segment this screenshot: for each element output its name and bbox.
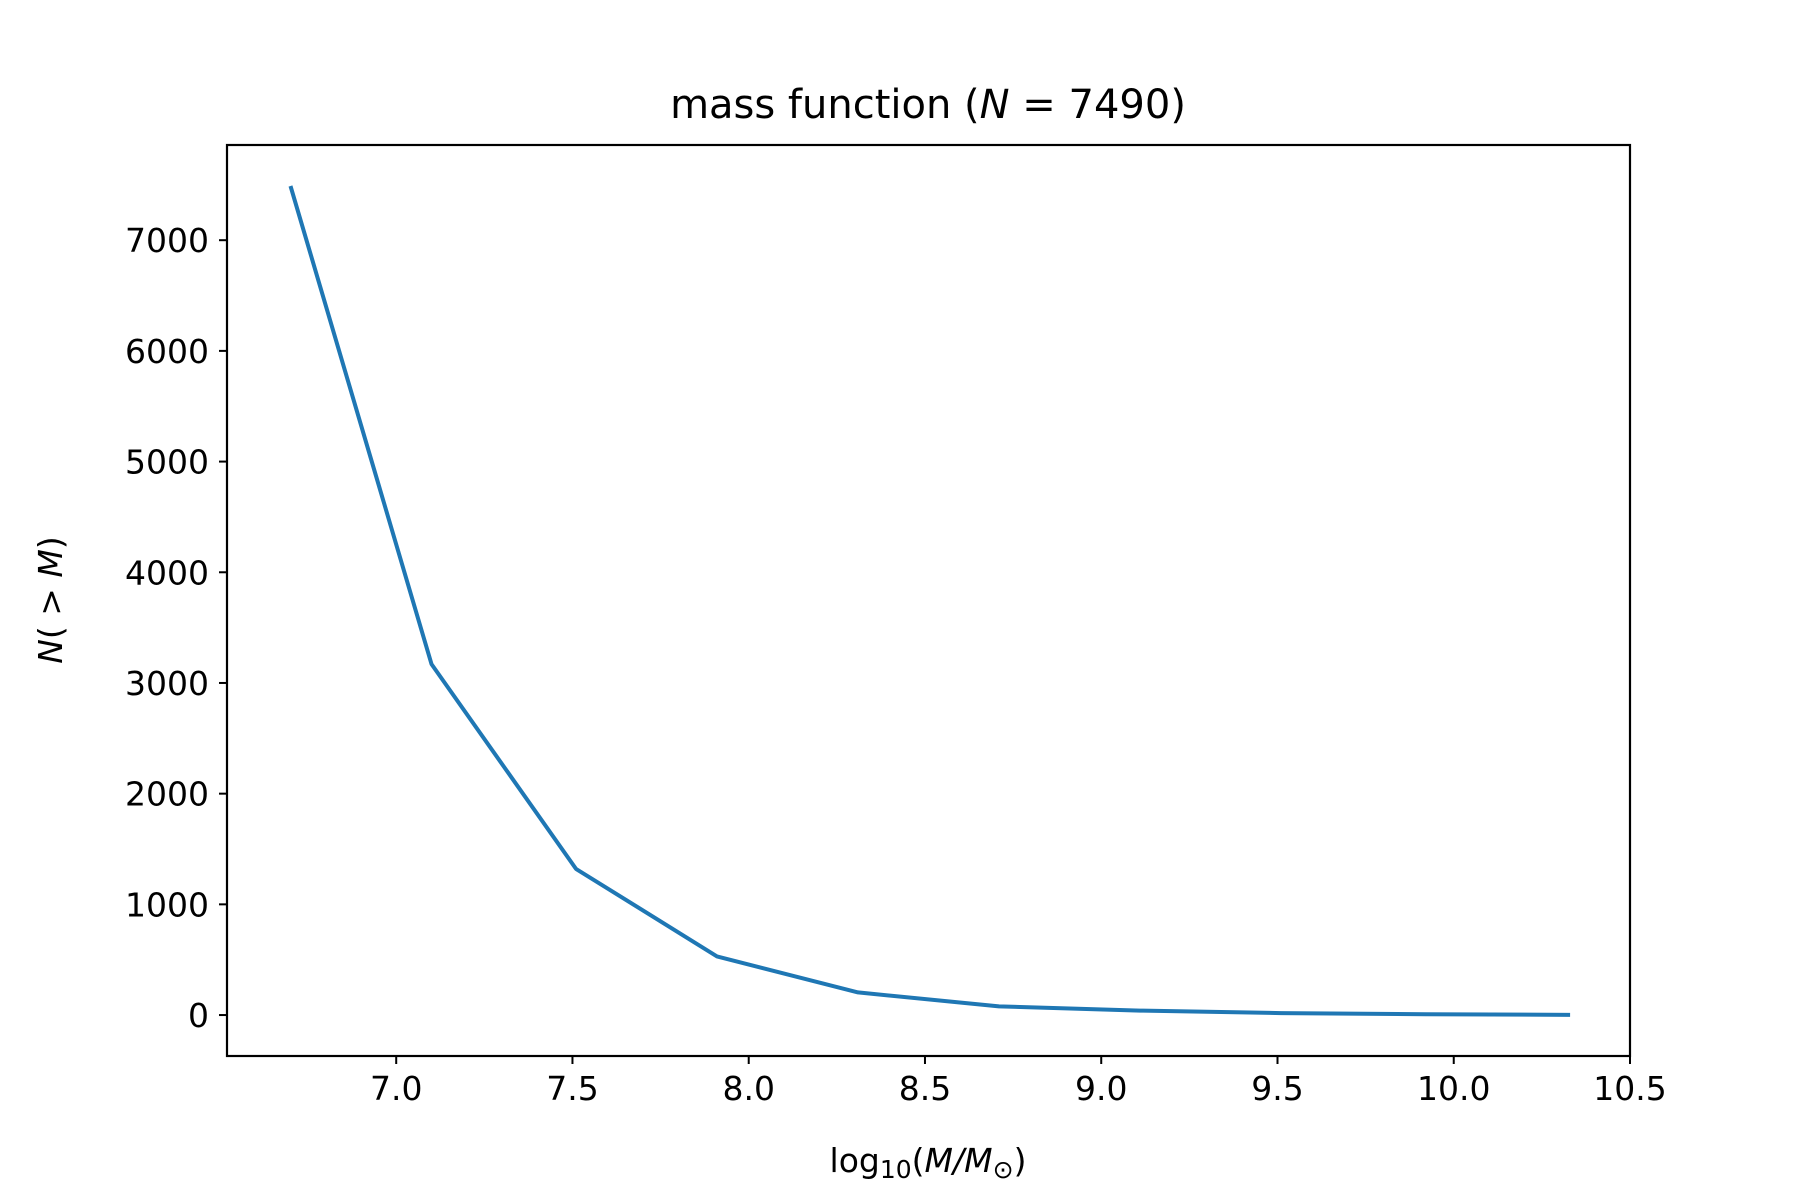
data-point: [997, 1004, 1001, 1008]
y-axis-label-open: ( >: [31, 578, 70, 640]
y-tick-label: 4000: [125, 553, 209, 592]
data-point: [856, 990, 860, 994]
x-axis-label: log10(M/M⊙): [830, 1141, 1027, 1184]
chart-title-equals: =: [1010, 82, 1069, 128]
y-axis-label-m: M: [31, 549, 70, 577]
chart-title-value: 7490: [1069, 82, 1171, 128]
x-axis-label-open-paren: (: [912, 1141, 925, 1180]
x-tick-label: 8.0: [722, 1069, 774, 1108]
data-point: [715, 954, 719, 958]
x-axis-label-slash: /: [950, 1141, 968, 1180]
y-tick-label: 1000: [125, 885, 209, 924]
x-tick-label: 7.0: [370, 1069, 422, 1108]
chart-title-suffix: ): [1170, 82, 1186, 128]
y-tick-label: 5000: [125, 443, 209, 482]
data-point: [574, 867, 578, 871]
x-tick-label: 10.5: [1593, 1069, 1666, 1108]
data-point: [288, 184, 292, 188]
x-tick-label: 10.0: [1417, 1069, 1490, 1108]
data-point: [1279, 1011, 1283, 1015]
x-tick-label: 7.5: [546, 1069, 598, 1108]
data-point: [1138, 1009, 1142, 1013]
x-axis-label-close-paren: ): [1014, 1141, 1027, 1180]
series-line: [288, 185, 1571, 1017]
plot-area-frame: [225, 143, 1632, 1058]
y-tick-label: 7000: [125, 221, 209, 260]
y-tick-label: 2000: [125, 775, 209, 814]
data-point: [1568, 1013, 1572, 1017]
x-axis-label-solar-symbol: ⊙: [993, 1155, 1014, 1184]
chart-title: mass function (N = 7490): [670, 82, 1186, 128]
x-tick-label: 9.5: [1251, 1069, 1303, 1108]
y-tick-label: 6000: [125, 332, 209, 371]
y-axis-ticks: 0 1000 2000 3000 4000 5000 6000 7000: [125, 221, 227, 1035]
x-axis-label-solar-mass: M: [964, 1141, 992, 1180]
x-axis-label-mass: M: [925, 1141, 953, 1180]
y-tick-label: 0: [188, 996, 209, 1035]
data-point: [429, 662, 433, 666]
y-axis-label: N( > M): [31, 536, 70, 664]
data-point: [1424, 1012, 1428, 1016]
x-tick-label: 9.0: [1075, 1069, 1127, 1108]
series-points: [288, 184, 1572, 1017]
y-tick-label: 3000: [125, 664, 209, 703]
y-axis-label-close: ): [31, 536, 70, 549]
y-axis-label-n: N: [31, 639, 70, 664]
x-tick-label: 8.5: [899, 1069, 951, 1108]
x-axis-label-log-subscript: 10: [880, 1155, 912, 1184]
chart-title-variable: N: [980, 82, 1010, 128]
x-axis-label-log: log: [830, 1141, 880, 1180]
chart-title-prefix: mass function (: [670, 82, 980, 128]
x-axis-ticks: 7.0 7.5 8.0 8.5 9.0 9.5 10.0 10.5: [370, 1056, 1667, 1108]
